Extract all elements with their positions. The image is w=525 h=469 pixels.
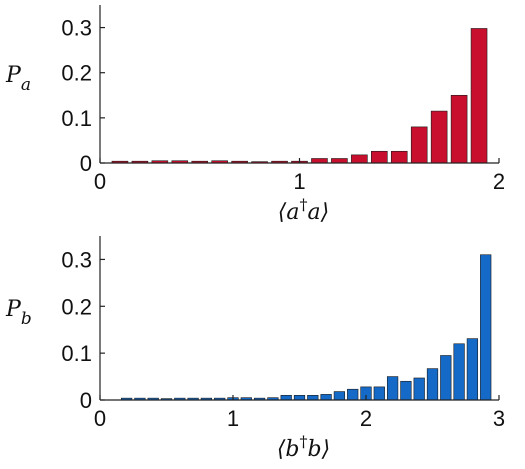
y-tick-label-b-1: 0.1 [61,341,92,366]
bar-a-11 [331,158,348,164]
y-tick-label-a-1: 0.1 [61,106,92,131]
bar-a-18 [470,28,488,164]
bar-b-24 [440,355,452,401]
bar-b-13 [293,395,306,401]
x-tick-label-b-3: 3 [493,406,505,431]
bar-b-21 [400,380,412,401]
bar-a-17 [450,94,468,164]
chart-panel-b: 0 0.1 0.2 0.3 0 1 2 3 ⟨b†b⟩ Pb [5,236,505,462]
y-tick-label-b-3: 0.3 [61,247,92,272]
x-tick-label-b-0: 0 [94,406,106,431]
bar-b-23 [426,368,439,401]
x-tick-label-b-1: 1 [227,406,239,431]
bar-a-10 [311,158,328,164]
bar-b-14 [307,395,319,401]
y-tick-label-a-2: 0.2 [61,61,92,86]
bar-b-19 [373,386,385,401]
y-tick-label-a-3: 0.3 [61,16,92,41]
y-tick-label-b-0: 0 [80,388,92,413]
bar-b-17 [347,388,359,401]
x-axis-label-b: ⟨b†b⟩ [277,432,330,462]
y-axis-label-a: Pa [5,63,31,95]
bar-b-16 [333,391,346,401]
bar-a-15 [410,126,428,164]
bar-a-12 [351,154,368,164]
bar-b-22 [413,377,425,401]
x-tick-label-a-0: 0 [94,169,106,194]
y-tick-label-a-0: 0 [80,151,92,176]
bar-a-13 [371,150,388,164]
x-tick-label-a-2: 2 [493,169,505,194]
x-tick-label-a-1: 1 [293,169,305,194]
bar-b-27 [480,254,492,401]
bar-b-26 [466,338,479,401]
bar-a-14 [390,150,408,164]
bar-b-20 [386,376,399,401]
y-axis-label-b: Pb [5,297,32,329]
bar-b-12 [280,395,292,401]
bar-b-15 [320,394,332,401]
x-axis-label-a: ⟨a†a⟩ [278,195,329,225]
chart-panel-a: 0 0.1 0.2 0.3 0 1 2 ⟨a†a⟩ Pa [5,5,505,225]
y-tick-label-b-2: 0.2 [61,294,92,319]
x-tick-label-b-2: 2 [360,406,372,431]
bar-a-16 [430,110,448,164]
bar-b-25 [453,343,465,401]
